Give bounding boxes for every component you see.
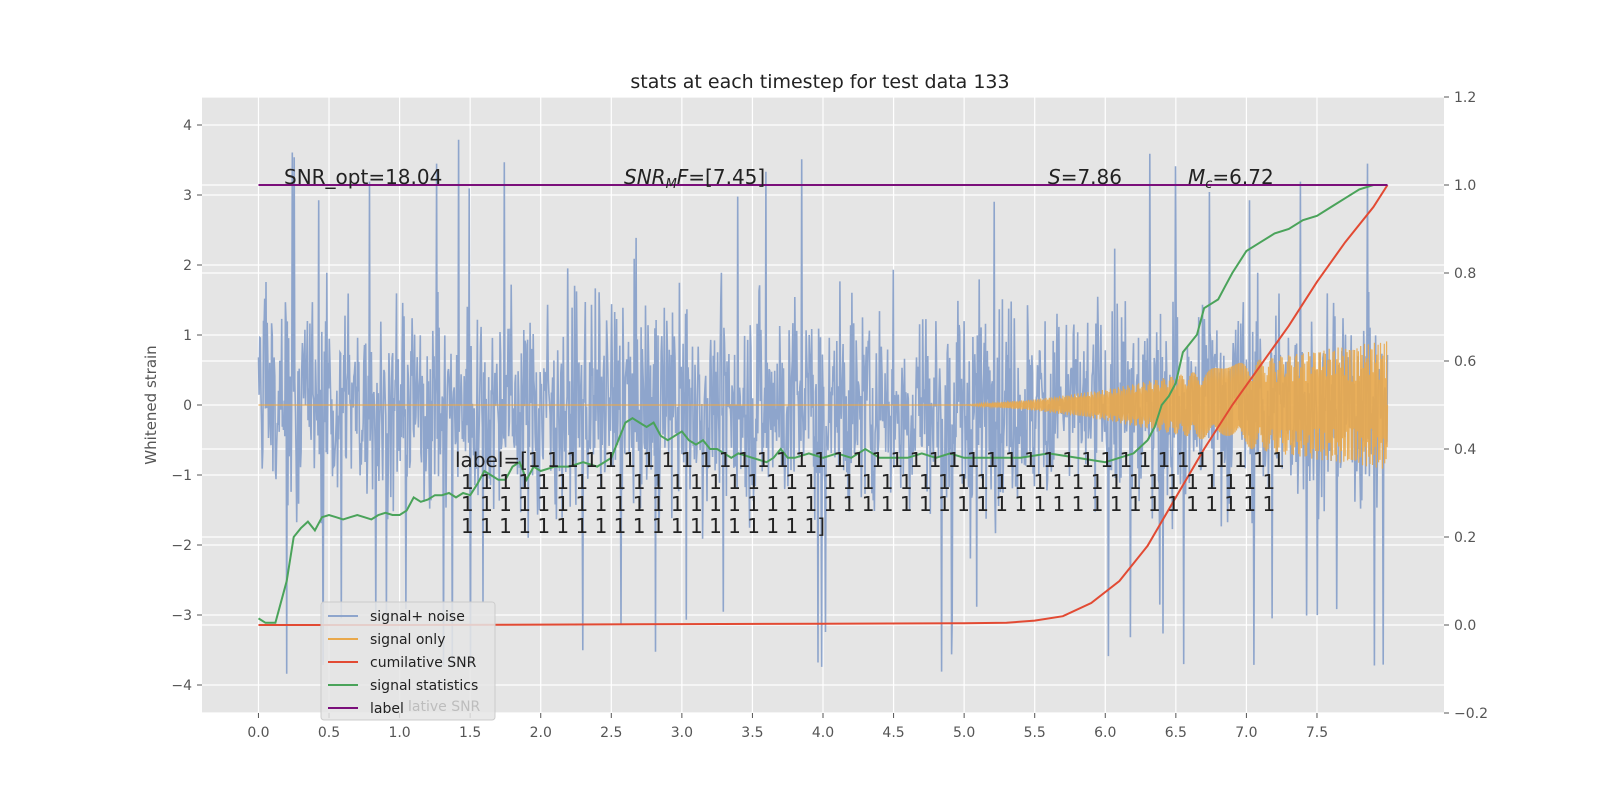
x-axis: 0.0 0.5 1.0 1.5 2.0 2.5 3.0 3.5 4.0 4.5 5.0 5.5 6.0 6… (247, 713, 1328, 741)
legend-label-signal-statistics: signal statistics (370, 678, 478, 694)
y2-tick-label: 0.2 (1454, 530, 1476, 546)
x-tick-label: 3.5 (741, 725, 763, 741)
legend-box (320, 601, 496, 721)
x-tick-label: 6.0 (1094, 725, 1116, 741)
series-layer (257, 139, 1389, 674)
label-line-4: 1 1 1 1 1 1 1 1 1 1 1 1 1 1 1 1 1 1 1] (461, 514, 825, 538)
y-axis-right: −0.2 0.0 0.2 0.4 0.6 0.8 1.0 1.2 (1444, 90, 1488, 722)
label-line-2: 1 1 1 1 1 1 1 1 1 1 1 1 1 1 1 1 1 1 1 1 … (461, 470, 1275, 494)
x-tick-label: 1.0 (388, 725, 410, 741)
y-axis-label: Whitened strain (142, 345, 160, 464)
annotation-s: S=7.86 (1048, 165, 1122, 189)
s-value: =7.86 (1061, 165, 1122, 189)
annotation-snr-opt: SNR_opt=18.04 (284, 165, 442, 189)
y-tick-label: −4 (171, 678, 192, 694)
legend-label-signal-noise: signal+ noise (370, 609, 465, 625)
snr-mf-symbol-2: F (677, 165, 689, 189)
y2-tick-label: 1.0 (1454, 178, 1476, 194)
y2-tick-label: 0.0 (1454, 618, 1476, 634)
legend-label-cumulative-snr: cumilative SNR (370, 655, 477, 671)
y-tick-label: 1 (183, 328, 192, 344)
x-tick-label: 5.0 (953, 725, 975, 741)
y-axis-left: −4 −3 −2 −1 0 1 2 3 4 (171, 118, 202, 694)
legend-ghost-text: lative SNR (408, 699, 481, 715)
x-tick-label: 7.0 (1235, 725, 1257, 741)
y2-tick-label: −0.2 (1454, 706, 1488, 722)
y-tick-label: −2 (171, 538, 192, 554)
annotation-label: label=[1 1 1 1 1 1 1 1 1 1 1 1 1 1 1 1 1… (455, 448, 1285, 538)
x-tick-label: 4.5 (882, 725, 904, 741)
mc-subscript: c (1205, 177, 1212, 192)
y2-tick-label: 1.2 (1454, 90, 1476, 106)
x-tick-label: 0.5 (318, 725, 340, 741)
legend-label-label: label (370, 701, 404, 717)
y2-tick-label: 0.6 (1454, 354, 1476, 370)
y-tick-label: 4 (183, 118, 192, 134)
y-tick-label: −3 (171, 608, 192, 624)
mc-symbol: M (1188, 165, 1205, 189)
series-signal-statistics-line (257, 184, 1388, 624)
snr-mf-symbol: SNR (624, 165, 666, 189)
x-tick-label: 5.5 (1024, 725, 1046, 741)
x-tick-label: 1.5 (459, 725, 481, 741)
y-tick-label: 2 (183, 258, 192, 274)
snr-mf-value: =[7.45] (688, 165, 765, 189)
y-tick-label: 3 (183, 188, 192, 204)
y-tick-label: 0 (183, 398, 192, 414)
x-tick-label: 6.5 (1165, 725, 1187, 741)
series-cumulative-snr-line (258, 184, 1389, 626)
annotation-mc: Mc=6.72 (1188, 165, 1274, 192)
mc-value: =6.72 (1212, 165, 1273, 189)
legend: lative SNR signal+ noise signal only cum… (320, 601, 496, 721)
y2-tick-label: 0.4 (1454, 442, 1476, 458)
chart-title: stats at each timestep for test data 133 (630, 71, 1009, 93)
x-tick-label: 3.0 (671, 725, 693, 741)
y2-tick-label: 0.8 (1454, 266, 1476, 282)
label-line-3: 1 1 1 1 1 1 1 1 1 1 1 1 1 1 1 1 1 1 1 1 … (461, 492, 1275, 516)
x-tick-label: 2.0 (530, 725, 552, 741)
x-tick-label: 7.5 (1306, 725, 1328, 741)
x-tick-label: 2.5 (600, 725, 622, 741)
label-line-1: label=[1 1 1 1 1 1 1 1 1 1 1 1 1 1 1 1 1… (455, 448, 1285, 472)
snr-mf-subscript: M (666, 177, 677, 192)
s-symbol: S (1048, 165, 1061, 189)
y-tick-label: −1 (171, 468, 192, 484)
legend-label-signal-only: signal only (370, 632, 445, 648)
series-signal-only-line (258, 341, 1389, 469)
x-tick-label: 0.0 (247, 725, 269, 741)
annotation-snr-mf: SNRMF=[7.45] (624, 165, 765, 192)
x-tick-label: 4.0 (812, 725, 834, 741)
